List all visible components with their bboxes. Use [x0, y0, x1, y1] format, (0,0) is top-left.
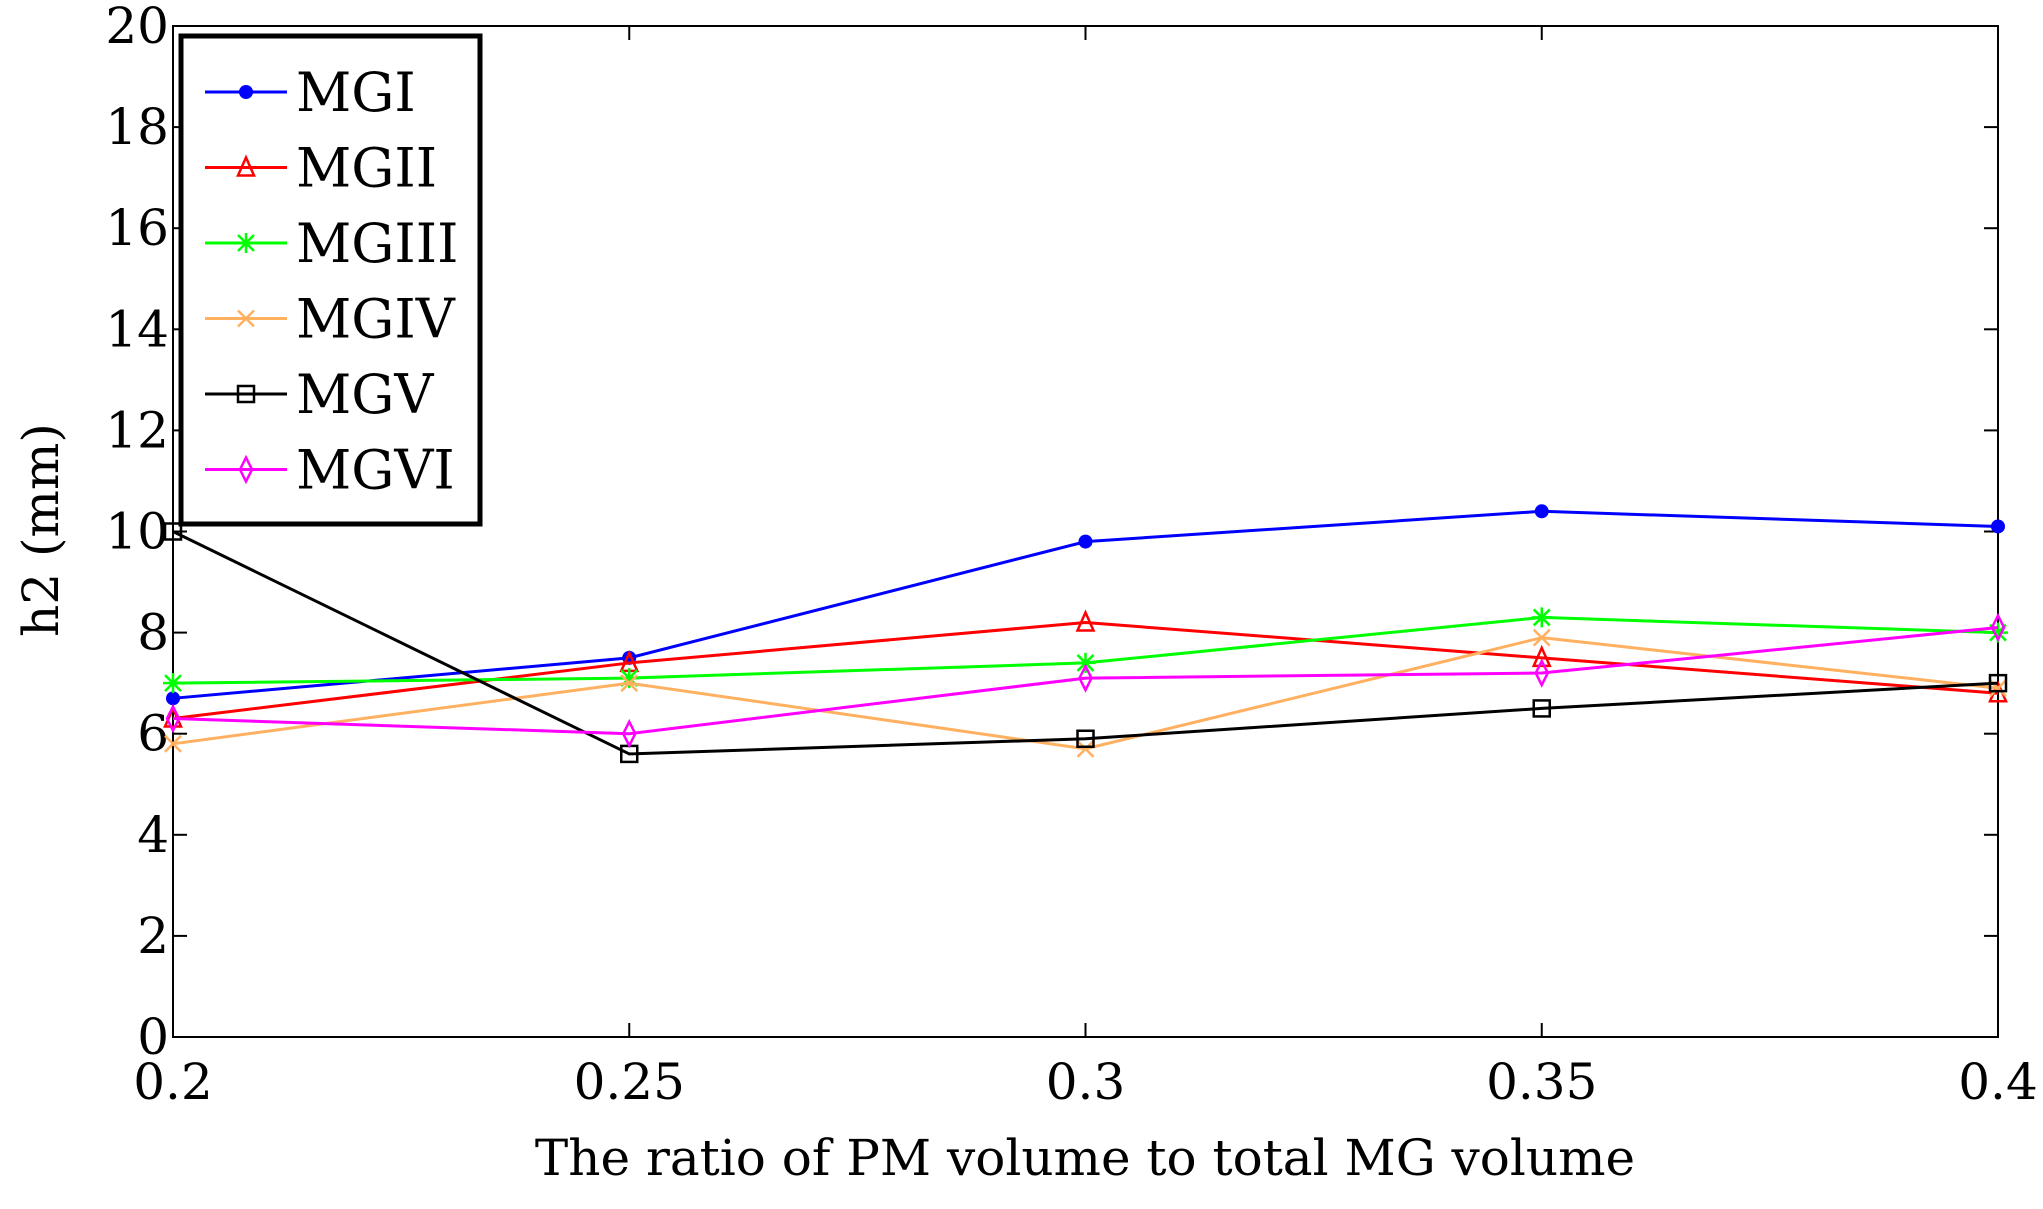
- marker-square: [1076, 729, 1095, 749]
- legend-label: MGIV: [296, 288, 456, 351]
- marker-asterisk: [1988, 622, 2008, 643]
- legend-label: MGVI: [296, 439, 455, 502]
- marker-asterisk: [236, 233, 256, 253]
- marker-dot: [166, 691, 180, 706]
- legend: MGI MGII MGIII MGIV MGV MGVI: [178, 33, 483, 527]
- marker-cross: [237, 309, 255, 328]
- marker-asterisk: [163, 673, 183, 694]
- x-tick-label: 0.2: [133, 1053, 213, 1111]
- marker-square: [1988, 673, 2008, 693]
- axes: 0.2 0.25 0.3 0.35 0.4 0 2 4 6 8 10 12 14 16 18 20: [105, 0, 2037, 1111]
- marker-dot: [239, 85, 253, 99]
- marker-triangle: [1075, 609, 1096, 632]
- y-tick-label: 4: [137, 806, 169, 864]
- marker-dot: [1534, 504, 1549, 519]
- legend-label: MGIII: [296, 212, 458, 275]
- legend-item-mgiii: MGIII: [205, 212, 458, 275]
- marker-diamond: [1078, 663, 1093, 693]
- legend-box: [178, 33, 483, 527]
- y-tick-label: 16: [105, 199, 169, 257]
- series-mgv: [163, 522, 2008, 764]
- y-tick-label: 6: [137, 705, 169, 763]
- marker-triangle: [236, 154, 256, 177]
- marker-diamond: [1534, 658, 1550, 688]
- legend-item-mgi: MGI: [205, 61, 416, 124]
- marker-square: [1532, 699, 1551, 718]
- x-tick-label: 0.3: [1046, 1053, 1126, 1111]
- y-tick-label: 0: [137, 1008, 169, 1066]
- legend-label: MGI: [296, 61, 416, 124]
- x-tick-label: 0.35: [1486, 1053, 1597, 1111]
- marker-diamond: [238, 454, 254, 485]
- marker-diamond: [165, 703, 181, 734]
- marker-triangle: [1531, 644, 1552, 668]
- legend-label: MGV: [296, 363, 434, 426]
- y-tick-label: 10: [105, 503, 169, 561]
- series-mgiii: [163, 607, 2008, 694]
- legend-label: MGII: [296, 137, 437, 200]
- marker-asterisk: [619, 668, 640, 689]
- y-tick-label: 18: [105, 98, 169, 156]
- legend-item-mgvi: MGVI: [205, 439, 455, 502]
- marker-diamond: [1990, 612, 2006, 643]
- legend-item-mgv: MGV: [205, 363, 434, 426]
- series-group: [163, 504, 2008, 764]
- marker-dot: [1991, 519, 2005, 534]
- marker-asterisk: [1075, 652, 1096, 673]
- x-tick-label: 0.25: [574, 1053, 685, 1111]
- x-axis-label: The ratio of PM volume to total MG volum…: [535, 1129, 1635, 1187]
- y-tick-label: 8: [137, 604, 169, 662]
- legend-item-mgii: MGII: [205, 137, 437, 200]
- marker-square: [236, 384, 256, 404]
- y-tick-label: 14: [105, 300, 169, 358]
- series-line: [172, 620, 1999, 721]
- y-tick-label: 2: [137, 907, 169, 965]
- legend-item-mgiv: MGIV: [205, 288, 456, 351]
- y-axis-label: h2 (mm): [12, 423, 70, 637]
- marker-diamond: [621, 718, 637, 749]
- series-line: [172, 530, 1999, 756]
- series-line: [172, 626, 1999, 736]
- marker-cross: [1532, 628, 1551, 647]
- marker-square: [163, 522, 183, 541]
- x-tick-label: 0.4: [1958, 1053, 2038, 1111]
- y-tick-label: 20: [105, 0, 169, 55]
- marker-asterisk: [1531, 607, 1552, 628]
- marker-dot: [1078, 534, 1093, 549]
- series-mgvi: [165, 612, 2006, 749]
- marker-cross: [1076, 739, 1095, 758]
- marker-cross: [164, 734, 182, 753]
- series-mgi: [166, 504, 2005, 706]
- series-mgiv: [164, 628, 2007, 758]
- y-tick-label: 12: [105, 401, 169, 459]
- marker-cross: [620, 674, 639, 693]
